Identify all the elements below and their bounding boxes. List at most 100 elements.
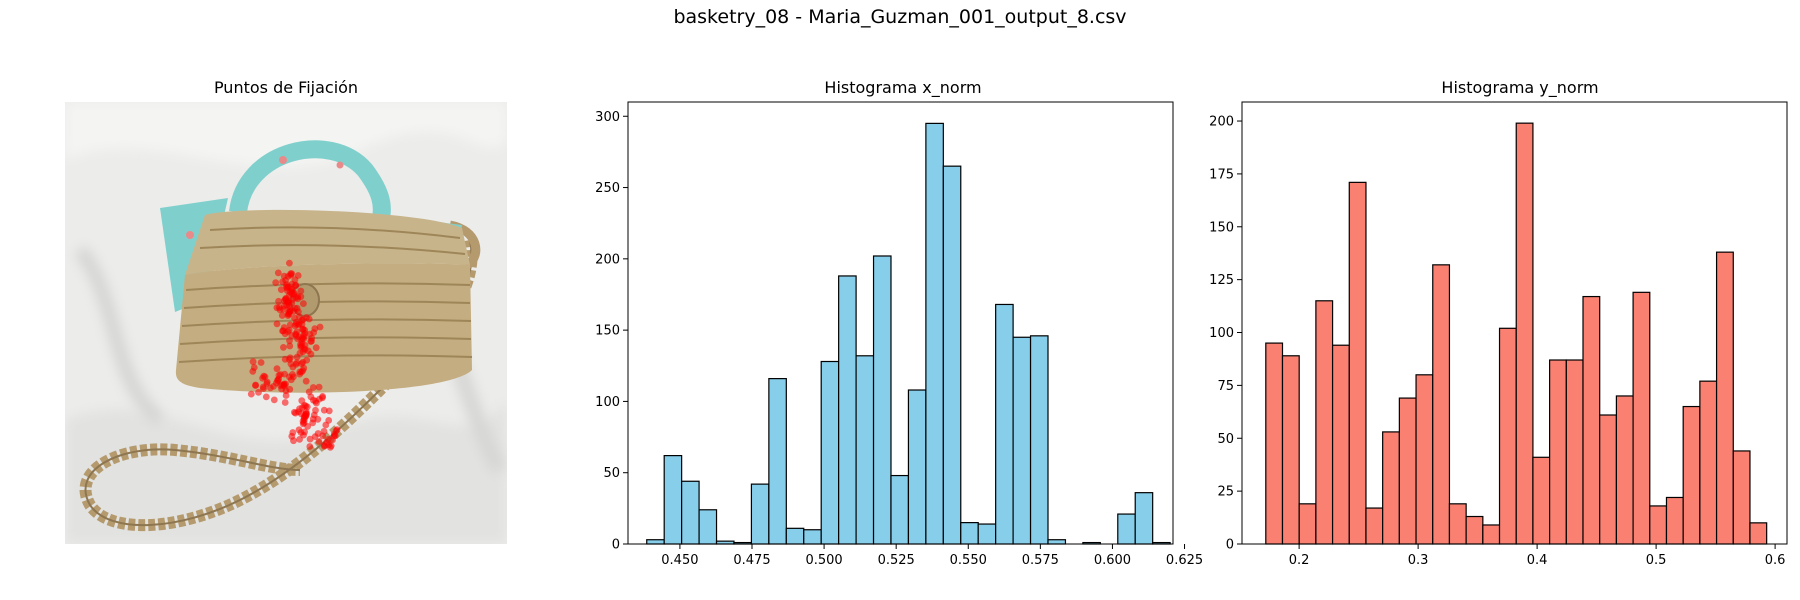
fixation-point [296, 436, 303, 443]
x-hist-bar [838, 275, 857, 545]
fixation-point [314, 430, 322, 437]
x-hist-bar [907, 389, 927, 545]
fixation-point [295, 426, 303, 434]
y-hist-bar [1382, 431, 1400, 545]
y-hist-bar [1465, 515, 1484, 545]
fixation-point [296, 349, 304, 357]
y-hist-bar [1398, 397, 1417, 545]
fixation-point [316, 323, 324, 331]
fixation-point [296, 370, 303, 378]
y-hist-x-tick-label: 0.4 [1527, 553, 1548, 568]
y-hist-y-tick-label: 75 [1217, 379, 1234, 394]
fixation-photo [65, 102, 507, 544]
y-hist-title: Histograma y_norm [1441, 78, 1598, 98]
x-hist-bar [646, 539, 665, 545]
fixation-point [274, 269, 282, 277]
x-hist-bar [977, 523, 997, 545]
x-hist-bar [995, 303, 1014, 545]
scarf-flower [279, 156, 287, 164]
y-hist-y-tick-label: 50 [1217, 432, 1234, 447]
y-hist-bar [1649, 505, 1668, 545]
fixation-point [303, 356, 311, 364]
x-hist-bar [1047, 539, 1067, 545]
y-hist-y-tick-label: 125 [1209, 273, 1234, 288]
y-hist-bar [1365, 507, 1384, 545]
x-hist-x-tick-label: 0.450 [661, 553, 698, 568]
image-panel-title: Puntos de Fijación [214, 78, 358, 97]
fixation-point [322, 421, 330, 429]
fixation-point [307, 350, 315, 358]
fixation-point [249, 358, 257, 366]
y-hist-bar [1315, 300, 1334, 545]
x-hist-bar [942, 165, 962, 545]
x-hist-y-tick-label: 100 [595, 395, 620, 410]
y-hist-bar [1515, 122, 1534, 545]
fixation-point [272, 279, 280, 286]
y-hist-x-tick-label: 0.6 [1765, 553, 1786, 568]
fixation-point [325, 407, 333, 415]
fixation-point [247, 390, 255, 398]
fixation-point [275, 372, 283, 379]
y-hist-axes-frame [1241, 101, 1788, 545]
y-hist-y-tick-label: 175 [1209, 167, 1234, 182]
bag-lid [185, 209, 470, 275]
x-hist-bar [872, 255, 892, 545]
cloth-fold [74, 245, 165, 426]
x-hist-bar [803, 529, 822, 545]
fixation-point [273, 320, 281, 328]
fixation-point [284, 298, 292, 305]
x-hist-chart: 0.450 0.475 0.500 0.525 0.550 0.575 0.600 0.625… [595, 101, 1203, 568]
x-hist-bar [1029, 335, 1049, 545]
y-hist-chart: 0.2 0.3 0.4 0.5 0.6 0 25 50 75 100 125 150 175 200 [1209, 101, 1788, 568]
fixation-point [302, 377, 310, 385]
y-hist-y-tick-label: 200 [1209, 115, 1234, 130]
y-hist-bar [1632, 291, 1651, 545]
x-hist-bar [820, 360, 840, 545]
y-hist-bar [1699, 380, 1718, 545]
fixation-point [311, 325, 319, 332]
fixation-point [301, 342, 309, 349]
y-hist-bar [1682, 405, 1701, 545]
fixation-point [255, 389, 262, 396]
fixation-point [252, 382, 259, 389]
cloth-fold [65, 102, 507, 168]
fixation-point [289, 363, 297, 371]
x-hist-bar [750, 483, 770, 545]
bag-body [175, 263, 473, 393]
y-hist-bar [1549, 359, 1567, 545]
x-hist-x-tick-label: 0.600 [1094, 553, 1131, 568]
fixation-point [286, 385, 294, 393]
fixation-point [298, 397, 306, 405]
fixation-points [247, 259, 341, 451]
x-hist-bar [785, 527, 805, 545]
y-hist-bar [1281, 355, 1300, 545]
fixation-point [315, 438, 323, 445]
x-hist-bar [960, 522, 979, 545]
fixation-point [306, 435, 314, 443]
y-hist-bar [1348, 181, 1367, 545]
y-hist-bar [1298, 503, 1317, 545]
x-hist-x-tick-label: 0.575 [1022, 553, 1059, 568]
scarf-flower [336, 161, 344, 169]
x-hist-bar [663, 455, 683, 545]
fixation-point [309, 384, 317, 391]
x-hist-bar [768, 378, 787, 545]
fixation-point [305, 315, 313, 323]
x-hist-x-tick-label: 0.525 [878, 553, 915, 568]
fixation-point [277, 286, 285, 293]
fixation-point [302, 408, 310, 415]
x-hist-y-tick-label: 200 [595, 252, 620, 267]
x-hist-bar [698, 509, 718, 545]
fixation-point [286, 354, 294, 362]
fixation-point [292, 409, 299, 417]
y-hist-y-tick-label: 25 [1217, 485, 1234, 500]
fixation-point [280, 302, 288, 310]
fixation-point [249, 368, 257, 375]
y-hist-y-tick-label: 0 [1226, 538, 1234, 553]
y-hist-bar [1749, 522, 1768, 545]
y-hist-bar [1615, 395, 1634, 545]
fixation-point [315, 383, 323, 391]
fixation-point [320, 406, 328, 414]
y-hist-bar [1498, 327, 1517, 545]
fixation-point [323, 439, 330, 446]
